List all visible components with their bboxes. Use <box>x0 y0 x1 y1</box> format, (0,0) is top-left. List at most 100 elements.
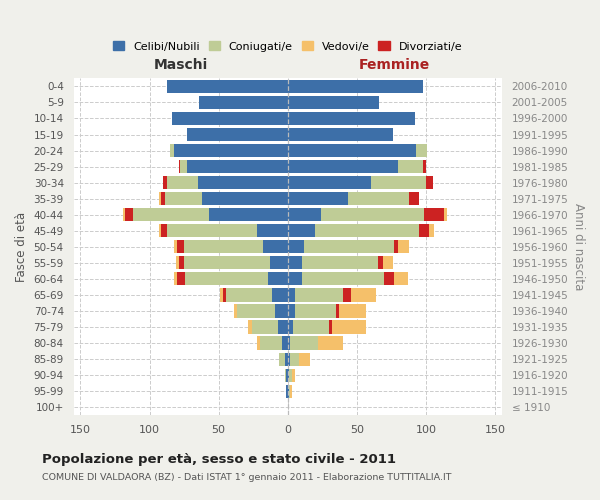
Bar <box>287 128 393 141</box>
Bar <box>287 368 289 382</box>
Bar <box>290 384 292 398</box>
Bar <box>287 288 295 302</box>
Bar <box>123 208 125 222</box>
Bar <box>176 256 179 270</box>
Bar <box>318 336 343 349</box>
Legend: Celibi/Nubili, Coniugati/e, Vedovi/e, Divorziati/e: Celibi/Nubili, Coniugati/e, Vedovi/e, Di… <box>109 36 467 56</box>
Text: Maschi: Maschi <box>154 58 208 71</box>
Bar <box>125 208 133 222</box>
Bar <box>383 256 393 270</box>
Bar <box>394 272 408 285</box>
Bar <box>289 368 292 382</box>
Bar <box>293 320 329 334</box>
Bar <box>424 208 444 222</box>
Bar <box>187 128 287 141</box>
Bar <box>187 160 287 173</box>
Bar <box>252 320 278 334</box>
Bar <box>280 352 285 366</box>
Bar <box>270 256 287 270</box>
Bar <box>295 288 343 302</box>
Bar <box>159 192 161 205</box>
Y-axis label: Fasce di età: Fasce di età <box>15 212 28 282</box>
Bar <box>321 208 424 222</box>
Bar <box>377 256 383 270</box>
Bar <box>184 240 263 254</box>
Bar <box>343 288 351 302</box>
Text: Popolazione per età, sesso e stato civile - 2011: Popolazione per età, sesso e stato civil… <box>42 452 396 466</box>
Bar <box>287 272 302 285</box>
Bar <box>287 208 321 222</box>
Bar <box>287 80 423 93</box>
Bar <box>336 304 339 318</box>
Bar <box>287 112 415 125</box>
Bar <box>287 224 316 237</box>
Bar <box>177 240 184 254</box>
Bar <box>287 304 295 318</box>
Y-axis label: Anni di nascita: Anni di nascita <box>572 203 585 290</box>
Bar <box>287 352 290 366</box>
Bar <box>180 160 187 173</box>
Bar <box>398 160 423 173</box>
Bar <box>167 224 257 237</box>
Bar <box>349 192 409 205</box>
Bar <box>299 352 310 366</box>
Bar <box>179 160 180 173</box>
Bar <box>332 320 367 334</box>
Bar <box>177 272 185 285</box>
Bar <box>263 240 287 254</box>
Bar <box>287 160 398 173</box>
Bar <box>165 192 202 205</box>
Bar <box>287 240 304 254</box>
Bar <box>304 240 394 254</box>
Bar <box>423 160 426 173</box>
Bar <box>339 304 367 318</box>
Bar <box>287 192 349 205</box>
Bar <box>257 224 287 237</box>
Bar <box>398 240 409 254</box>
Bar <box>289 384 290 398</box>
Bar <box>287 176 371 189</box>
Bar <box>285 368 286 382</box>
Bar <box>290 352 299 366</box>
Bar <box>287 320 293 334</box>
Bar <box>175 240 177 254</box>
Bar <box>268 272 287 285</box>
Bar <box>167 176 198 189</box>
Bar <box>179 256 184 270</box>
Bar <box>419 224 428 237</box>
Bar <box>292 368 295 382</box>
Bar <box>287 96 379 109</box>
Bar <box>172 112 287 125</box>
Text: Femmine: Femmine <box>359 58 430 71</box>
Bar <box>285 352 287 366</box>
Bar <box>287 336 290 349</box>
Bar <box>175 144 287 157</box>
Bar <box>260 336 282 349</box>
Bar <box>278 320 287 334</box>
Bar <box>316 224 419 237</box>
Bar <box>385 272 394 285</box>
Bar <box>409 192 419 205</box>
Bar <box>163 176 167 189</box>
Bar <box>286 384 287 398</box>
Bar <box>287 256 302 270</box>
Bar <box>257 336 260 349</box>
Bar <box>302 272 385 285</box>
Bar <box>175 272 177 285</box>
Bar <box>286 368 287 382</box>
Bar <box>185 272 268 285</box>
Bar <box>371 176 426 189</box>
Bar <box>223 288 226 302</box>
Bar <box>248 320 252 334</box>
Bar <box>236 304 275 318</box>
Bar <box>290 336 318 349</box>
Bar <box>198 176 287 189</box>
Bar <box>287 384 289 398</box>
Bar <box>226 288 272 302</box>
Bar <box>275 304 287 318</box>
Bar <box>295 304 336 318</box>
Bar <box>167 80 287 93</box>
Bar <box>202 192 287 205</box>
Bar <box>428 224 434 237</box>
Bar <box>394 240 398 254</box>
